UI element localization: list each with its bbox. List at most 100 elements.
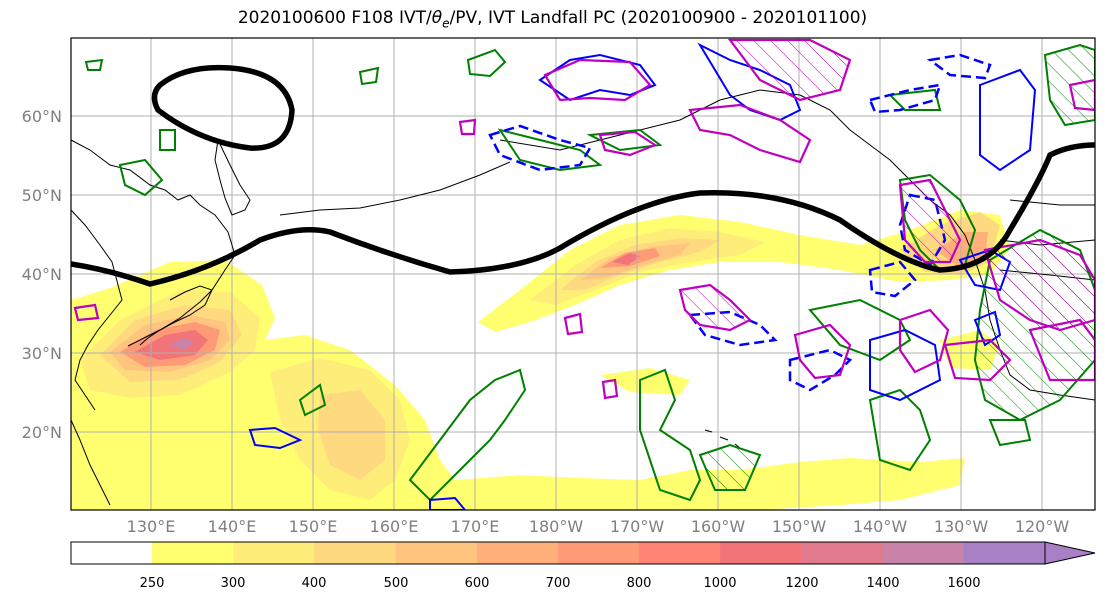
pc-wave-line <box>71 142 1095 287</box>
colorbar-segment-under <box>71 542 152 564</box>
title-theta-sub: e <box>442 16 450 31</box>
theta-e-blue-6 <box>429 496 467 510</box>
lat-label-30: 30°N <box>22 344 62 363</box>
pv-2 <box>543 58 652 102</box>
theta-e-blue-dashed-4 <box>687 310 778 347</box>
colorbar-tick-400: 400 <box>302 576 327 591</box>
theta-e-blue-2 <box>697 42 802 122</box>
theta-e-blue-8 <box>973 310 1002 347</box>
chart-title: 2020100600 F108 IVT/θe/PV, IVT Landfall … <box>0 8 1105 30</box>
colorbar-segment-700 <box>557 542 640 564</box>
pv-9 <box>983 238 1095 332</box>
pv-13 <box>563 312 584 336</box>
colorbar-tick-700: 700 <box>546 576 571 591</box>
colorbar-tick-1200: 1200 <box>785 576 818 591</box>
coastline-japan <box>139 285 213 346</box>
pv-15 <box>73 303 100 322</box>
theta-e-green-11 <box>988 419 1032 447</box>
coastline-kamchatka <box>214 138 251 216</box>
lon-label-170w: 170°W <box>610 517 665 536</box>
lon-label-160w: 160°W <box>691 517 746 536</box>
colorbar-segment-300 <box>233 542 315 564</box>
theta-e-green-3 <box>466 48 507 78</box>
colorbar-tick-300: 300 <box>221 576 246 591</box>
theta-e-blue-dashed-7 <box>868 260 917 298</box>
pc-contours <box>71 64 1095 287</box>
ivt-filled-contours <box>71 210 1010 510</box>
colorbar-tick-500: 500 <box>384 576 409 591</box>
theta-e-green-7 <box>639 368 702 502</box>
theta-e-blue-4 <box>869 328 942 402</box>
colorbar-segment-250 <box>152 542 234 564</box>
theta-e-green-4 <box>497 128 603 172</box>
title-theta: θ <box>431 8 443 28</box>
lon-label-150e: 150°E <box>289 517 338 536</box>
pv-14 <box>601 378 619 400</box>
lat-label-20: 20°N <box>22 423 62 442</box>
theta-e-green-10 <box>868 388 932 472</box>
lon-label-150w: 150°W <box>772 517 827 536</box>
ivt-ar-east-6 <box>612 253 640 265</box>
theta-e-blue-dashed-1 <box>488 124 592 172</box>
theta-e-green-5 <box>586 128 663 152</box>
theta-e-blue-5 <box>248 426 303 450</box>
title-prefix: 2020100600 F108 IVT/ <box>237 8 432 28</box>
pv-1 <box>727 38 852 102</box>
pc-ring-north <box>151 64 295 151</box>
colorbar-segment-500 <box>395 542 478 564</box>
theta-e-green-6 <box>408 368 527 502</box>
lon-label-120w: 120°W <box>1015 517 1070 536</box>
colorbar-segment-1000 <box>720 542 802 564</box>
coastline-asia <box>71 139 236 506</box>
theta-e-green-13 <box>159 129 176 151</box>
colorbar-segment-1400 <box>882 542 965 564</box>
title-suffix: /PV, IVT Landfall PC (2020100900 - 20201… <box>449 8 868 28</box>
ivt-patch-mid-2 <box>318 390 385 480</box>
theta-e-green-14 <box>118 158 164 197</box>
coastline-aleutians <box>279 161 511 216</box>
pv-5 <box>678 283 752 332</box>
lon-label-130w: 130°W <box>934 517 989 536</box>
pv-3 <box>688 103 812 164</box>
lon-label-140w: 140°W <box>853 517 908 536</box>
colorbar-tick-250: 250 <box>140 576 165 591</box>
lon-label-180w: 180°W <box>529 517 584 536</box>
colorbar-ticks: 250 300 400 500 600 700 800 1000 1200 14… <box>140 576 981 591</box>
colorbar-frame <box>70 541 1046 565</box>
theta-e-blue-1 <box>538 53 657 102</box>
colorbar-tick-800: 800 <box>627 576 652 591</box>
lon-label-130e: 130°E <box>127 517 176 536</box>
map-frame <box>70 37 1096 511</box>
theta-e-green-12 <box>298 383 327 417</box>
pv-8 <box>898 308 950 374</box>
pv-contours <box>73 38 1095 400</box>
colorbar-segments <box>152 542 1046 564</box>
lat-label-50: 50°N <box>22 186 62 205</box>
lat-label-40: 40°N <box>22 265 62 284</box>
colorbar-segment-600 <box>476 542 559 564</box>
lon-label-140e: 140°E <box>208 517 257 536</box>
pv-12 <box>458 118 477 136</box>
lon-label-160e: 160°E <box>370 517 419 536</box>
theta-e-green-8 <box>808 298 912 362</box>
colorbar-segment-1600 <box>963 542 1046 564</box>
colorbar-tick-600: 600 <box>465 576 490 591</box>
pv-4 <box>598 130 658 157</box>
colorbar-segment-400 <box>314 542 397 564</box>
lon-labels: 130°E 140°E 150°E 160°E 170°E 180°W 170°… <box>127 517 1070 536</box>
colorbar: 250 300 400 500 600 700 800 1000 1200 14… <box>70 541 1096 591</box>
colorbar-tick-1000: 1000 <box>703 576 736 591</box>
ivt-ar-east <box>478 210 1010 332</box>
colorbar-tick-1600: 1600 <box>947 576 980 591</box>
theta-e-green-2 <box>358 66 380 86</box>
theta-e-blue-3 <box>979 68 1037 172</box>
ivt-plume-west-7 <box>168 338 195 350</box>
colorbar-segment-1200 <box>801 542 884 564</box>
map-panel <box>71 38 1095 510</box>
theta-e-blue-dashed-3 <box>926 53 992 80</box>
colorbar-tick-1400: 1400 <box>866 576 899 591</box>
pv-10 <box>943 338 1012 382</box>
pv-16 <box>1068 78 1095 112</box>
theta-e-green-1 <box>84 58 104 71</box>
